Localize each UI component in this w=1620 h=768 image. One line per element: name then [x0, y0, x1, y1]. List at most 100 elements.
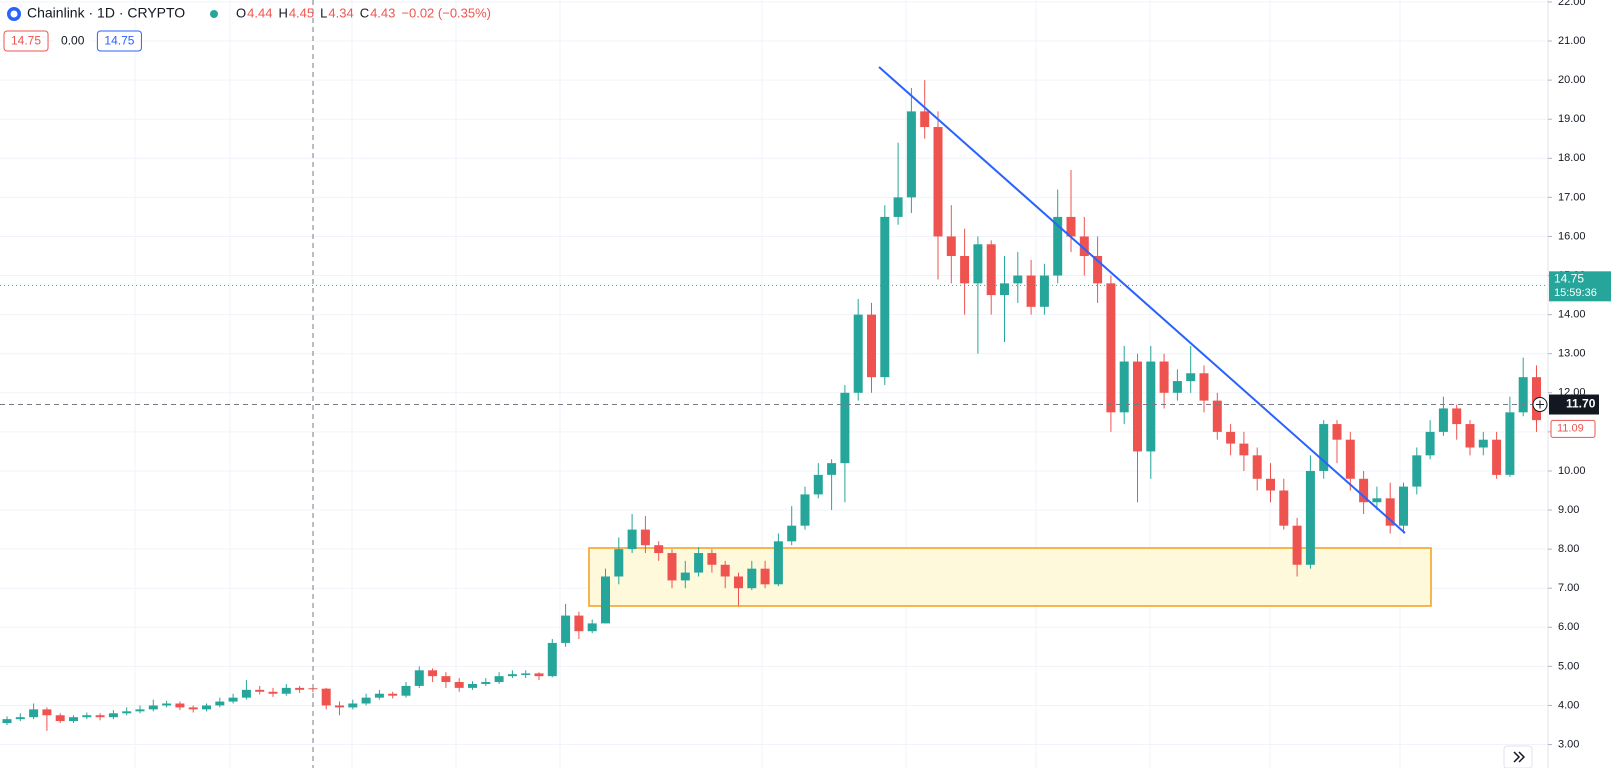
candle-body	[760, 568, 770, 585]
candle-body	[29, 709, 39, 718]
candle-body	[933, 127, 943, 237]
candle-body	[707, 553, 717, 565]
scroll-icon	[1513, 751, 1526, 763]
candle-body	[734, 576, 743, 589]
candle-body	[640, 529, 650, 546]
candle-body	[654, 545, 664, 554]
ohlc-value: 4.43	[370, 5, 395, 20]
y-tick-label: 22.00	[1558, 0, 1586, 8]
candle-body	[534, 673, 544, 677]
candle-body	[627, 529, 637, 550]
candle-body	[55, 715, 65, 722]
candle-body	[1039, 275, 1049, 307]
candle-body	[773, 541, 783, 585]
candle-body	[215, 701, 225, 706]
candle-body	[1345, 439, 1355, 479]
candle-body	[1305, 470, 1315, 565]
candle-body	[547, 642, 557, 677]
add-alert-plus	[1536, 400, 1544, 409]
candle-body	[1026, 275, 1036, 307]
y-tick-label: 4.00	[1558, 699, 1579, 711]
candle-body	[507, 674, 517, 677]
price-axis	[1548, 0, 1620, 768]
candle-body	[148, 705, 158, 710]
candle-body	[108, 713, 118, 718]
marker-price-label: 11.09	[1557, 422, 1584, 434]
y-tick-label: 10.00	[1558, 465, 1586, 477]
candle-body	[561, 615, 571, 643]
candle-body	[228, 697, 238, 702]
candle-body	[1492, 439, 1502, 475]
candle-body	[1452, 408, 1462, 425]
candle-body	[468, 683, 477, 688]
candle-body	[1199, 373, 1209, 401]
candle-body	[1212, 400, 1222, 432]
candle-body	[521, 673, 531, 675]
candle-body	[428, 670, 438, 677]
candle-body	[1133, 361, 1142, 452]
candle-body	[401, 685, 411, 696]
candle-body	[614, 549, 624, 577]
ohlc-value: 4.45	[289, 5, 314, 20]
candle-body	[1266, 478, 1275, 491]
candle-body	[388, 693, 398, 696]
candle-body	[82, 715, 92, 718]
candle-body	[720, 564, 730, 577]
candle-body	[1332, 424, 1342, 440]
candle-body	[946, 236, 956, 256]
candle-body	[1106, 283, 1116, 413]
candle-body	[1399, 486, 1408, 526]
candle-body	[840, 392, 850, 464]
candle-body	[414, 670, 424, 686]
badge-label: 0.00	[61, 34, 85, 48]
candle-body	[374, 693, 384, 698]
candle-body	[986, 244, 996, 296]
candle-body	[1518, 377, 1528, 413]
candle-body	[787, 525, 797, 542]
candle-body	[1505, 412, 1515, 475]
grid	[0, 0, 1548, 768]
candle-body	[348, 703, 358, 708]
ohlc-key: L	[320, 5, 327, 20]
candle-body	[175, 703, 185, 708]
candle-body	[122, 711, 132, 714]
candle-body	[1013, 275, 1023, 284]
y-tick-label: 21.00	[1558, 35, 1586, 47]
candle-body	[135, 709, 145, 712]
candle-body	[188, 707, 198, 710]
candle-body	[361, 697, 371, 704]
marker-price-box	[1550, 419, 1596, 438]
y-tick-label: 8.00	[1558, 543, 1579, 555]
badge-box	[3, 30, 49, 52]
candle-body	[295, 687, 305, 690]
y-tick-label: 6.00	[1558, 621, 1579, 633]
y-tick-label: 5.00	[1558, 660, 1579, 672]
candle-body	[587, 623, 597, 632]
y-tick-label: 20.00	[1558, 74, 1586, 86]
crosshair-price-box	[1549, 394, 1599, 415]
trendline[interactable]	[878, 66, 1406, 534]
candle-body	[1385, 498, 1395, 526]
badge-label: 14.75	[104, 34, 134, 48]
candle-body	[1359, 478, 1369, 503]
candle-body	[15, 717, 25, 720]
candle-body	[268, 691, 278, 694]
ohlc-key: C	[360, 5, 369, 20]
countdown-label: 15:59:36	[1554, 287, 1597, 299]
candle-body	[680, 572, 690, 581]
candle-body	[867, 314, 876, 378]
candle-body	[906, 111, 916, 198]
candle-body	[960, 256, 970, 284]
chart-title[interactable]: Chainlink · 1D · CRYPTO	[27, 5, 185, 21]
ohlc-value: 4.44	[247, 5, 272, 20]
candle-body	[1239, 443, 1249, 456]
candle-body	[69, 717, 78, 722]
candle-body	[335, 705, 344, 708]
candles	[2, 80, 1541, 731]
zone-box[interactable]	[588, 547, 1432, 607]
y-tick-label: 7.00	[1558, 582, 1579, 594]
y-tick-label: 19.00	[1558, 113, 1586, 125]
candle-body	[454, 682, 464, 688]
badge-box	[96, 30, 142, 52]
candle-body	[321, 688, 331, 706]
